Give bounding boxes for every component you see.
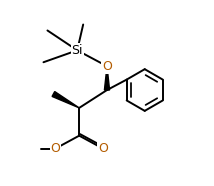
Text: O: O [102, 60, 112, 73]
Polygon shape [52, 92, 79, 108]
Polygon shape [104, 66, 110, 90]
Text: Si: Si [71, 44, 83, 57]
Text: O: O [98, 142, 108, 155]
Text: O: O [51, 142, 60, 155]
